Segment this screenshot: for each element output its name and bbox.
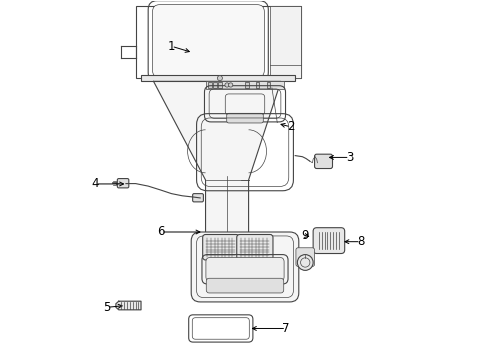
FancyBboxPatch shape — [152, 5, 265, 77]
Polygon shape — [116, 301, 141, 310]
Circle shape — [225, 83, 229, 87]
Bar — [141, 75, 295, 81]
Circle shape — [297, 255, 313, 270]
FancyBboxPatch shape — [237, 234, 273, 260]
Text: 4: 4 — [91, 177, 99, 190]
Text: 6: 6 — [157, 225, 165, 238]
Bar — [214, 82, 217, 88]
FancyBboxPatch shape — [191, 232, 299, 302]
Bar — [205, 81, 285, 89]
Bar — [256, 82, 259, 88]
Text: 9: 9 — [301, 229, 309, 242]
Bar — [245, 82, 248, 88]
FancyBboxPatch shape — [206, 257, 284, 281]
Bar — [219, 82, 222, 88]
FancyBboxPatch shape — [315, 154, 333, 168]
Text: 2: 2 — [287, 121, 294, 134]
Text: 8: 8 — [357, 235, 365, 248]
FancyBboxPatch shape — [296, 248, 315, 266]
Text: 5: 5 — [103, 301, 111, 314]
Polygon shape — [153, 81, 281, 248]
Bar — [208, 82, 212, 88]
FancyBboxPatch shape — [203, 234, 239, 260]
FancyBboxPatch shape — [117, 179, 129, 188]
Circle shape — [218, 76, 222, 81]
Bar — [136, 6, 300, 78]
FancyBboxPatch shape — [193, 194, 203, 202]
FancyBboxPatch shape — [206, 278, 284, 293]
Bar — [270, 6, 300, 78]
Circle shape — [228, 83, 233, 87]
Text: 3: 3 — [346, 151, 353, 164]
Bar — [267, 82, 270, 88]
Text: 1: 1 — [168, 40, 175, 53]
FancyBboxPatch shape — [227, 113, 263, 123]
FancyBboxPatch shape — [313, 228, 344, 253]
Text: 7: 7 — [283, 322, 290, 335]
